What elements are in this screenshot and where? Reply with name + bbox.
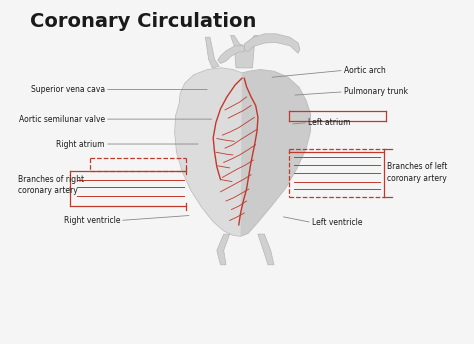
- Text: Superior vena cava: Superior vena cava: [31, 85, 105, 94]
- Text: Aortic semilunar valve: Aortic semilunar valve: [19, 115, 105, 123]
- Text: Branches of right
coronary artery: Branches of right coronary artery: [18, 174, 84, 195]
- Polygon shape: [258, 234, 274, 265]
- Text: Left ventricle: Left ventricle: [312, 218, 362, 227]
- Polygon shape: [205, 37, 219, 68]
- Polygon shape: [230, 35, 258, 68]
- Text: Right atrium: Right atrium: [56, 140, 105, 149]
- Text: Aortic arch: Aortic arch: [344, 66, 385, 75]
- Text: Left atrium: Left atrium: [308, 118, 351, 127]
- Polygon shape: [175, 68, 242, 236]
- Text: Right ventricle: Right ventricle: [64, 216, 120, 225]
- Text: Coronary Circulation: Coronary Circulation: [29, 12, 256, 31]
- Polygon shape: [218, 46, 244, 64]
- Text: Branches of left
coronary artery: Branches of left coronary artery: [387, 162, 447, 183]
- Polygon shape: [241, 69, 310, 236]
- Polygon shape: [217, 234, 229, 265]
- Text: Pulmonary trunk: Pulmonary trunk: [344, 87, 408, 96]
- Polygon shape: [175, 68, 310, 236]
- Polygon shape: [244, 34, 300, 53]
